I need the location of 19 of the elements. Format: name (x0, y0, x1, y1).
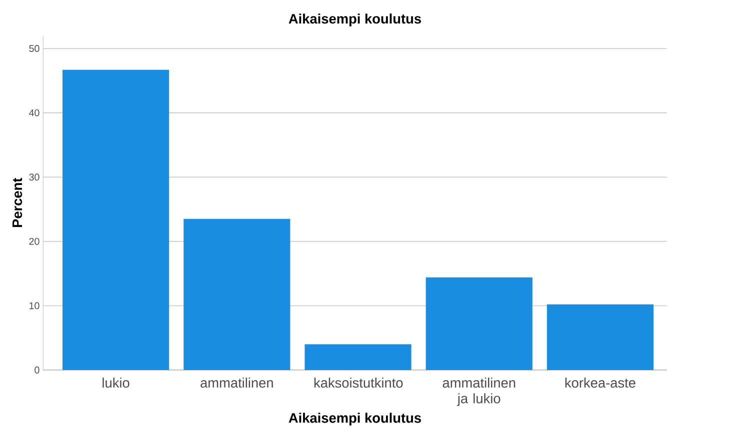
bar (546, 304, 654, 370)
x-tick-label: ammatilinen (200, 377, 273, 388)
x-tick-label: kaksoistutkinto (314, 377, 403, 388)
x-tick-label: ammatilinen ja lukio (442, 377, 516, 406)
y-tick-label: 0 (34, 366, 40, 374)
y-axis-title: Percent (12, 178, 22, 227)
x-tick-label: lukio (102, 377, 130, 388)
y-tick-label: 10 (30, 302, 40, 309)
y-tick-label: 20 (29, 238, 40, 245)
bar (304, 344, 412, 370)
y-tick-label: 30 (29, 173, 40, 180)
y-tick-label: 40 (29, 109, 40, 116)
y-tick-label: 50 (29, 44, 40, 52)
bar (426, 277, 532, 370)
x-tick-label: korkea-aste (565, 377, 636, 388)
bar (184, 218, 290, 370)
x-axis-title: Aikaisempi koulutus (288, 412, 421, 426)
chart-title: Aikaisempi koulutus (288, 13, 421, 26)
bar (62, 70, 170, 370)
